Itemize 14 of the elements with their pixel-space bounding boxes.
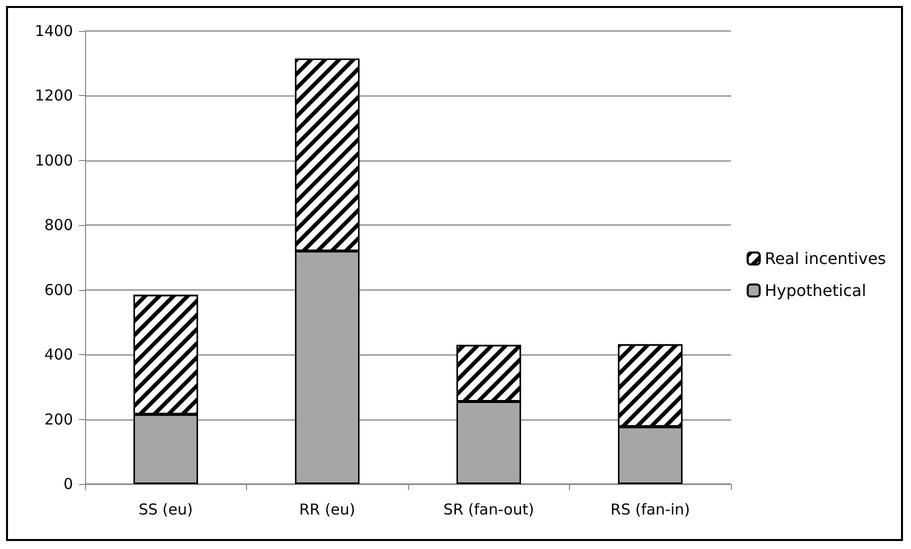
x-tick-label: RS (fan-in) <box>610 500 690 518</box>
y-tick-label: 0 <box>63 475 73 493</box>
legend-label: Real incentives <box>764 249 886 268</box>
x-tick-label: SR (fan-out) <box>443 500 534 518</box>
y-tick-label: 1200 <box>34 86 73 105</box>
y-tick-label: 600 <box>44 280 73 299</box>
y-tick-label: 1000 <box>34 151 73 170</box>
x-tick-label: RR (eu) <box>299 500 356 518</box>
y-tick-label: 200 <box>44 410 73 428</box>
y-tick-label: 800 <box>44 216 73 234</box>
y-tick-label: 1400 <box>34 22 73 40</box>
x-tick-label: SS (eu) <box>138 500 193 518</box>
legend-label: Hypothetical <box>764 281 866 300</box>
y-tick-label: 400 <box>44 346 73 364</box>
